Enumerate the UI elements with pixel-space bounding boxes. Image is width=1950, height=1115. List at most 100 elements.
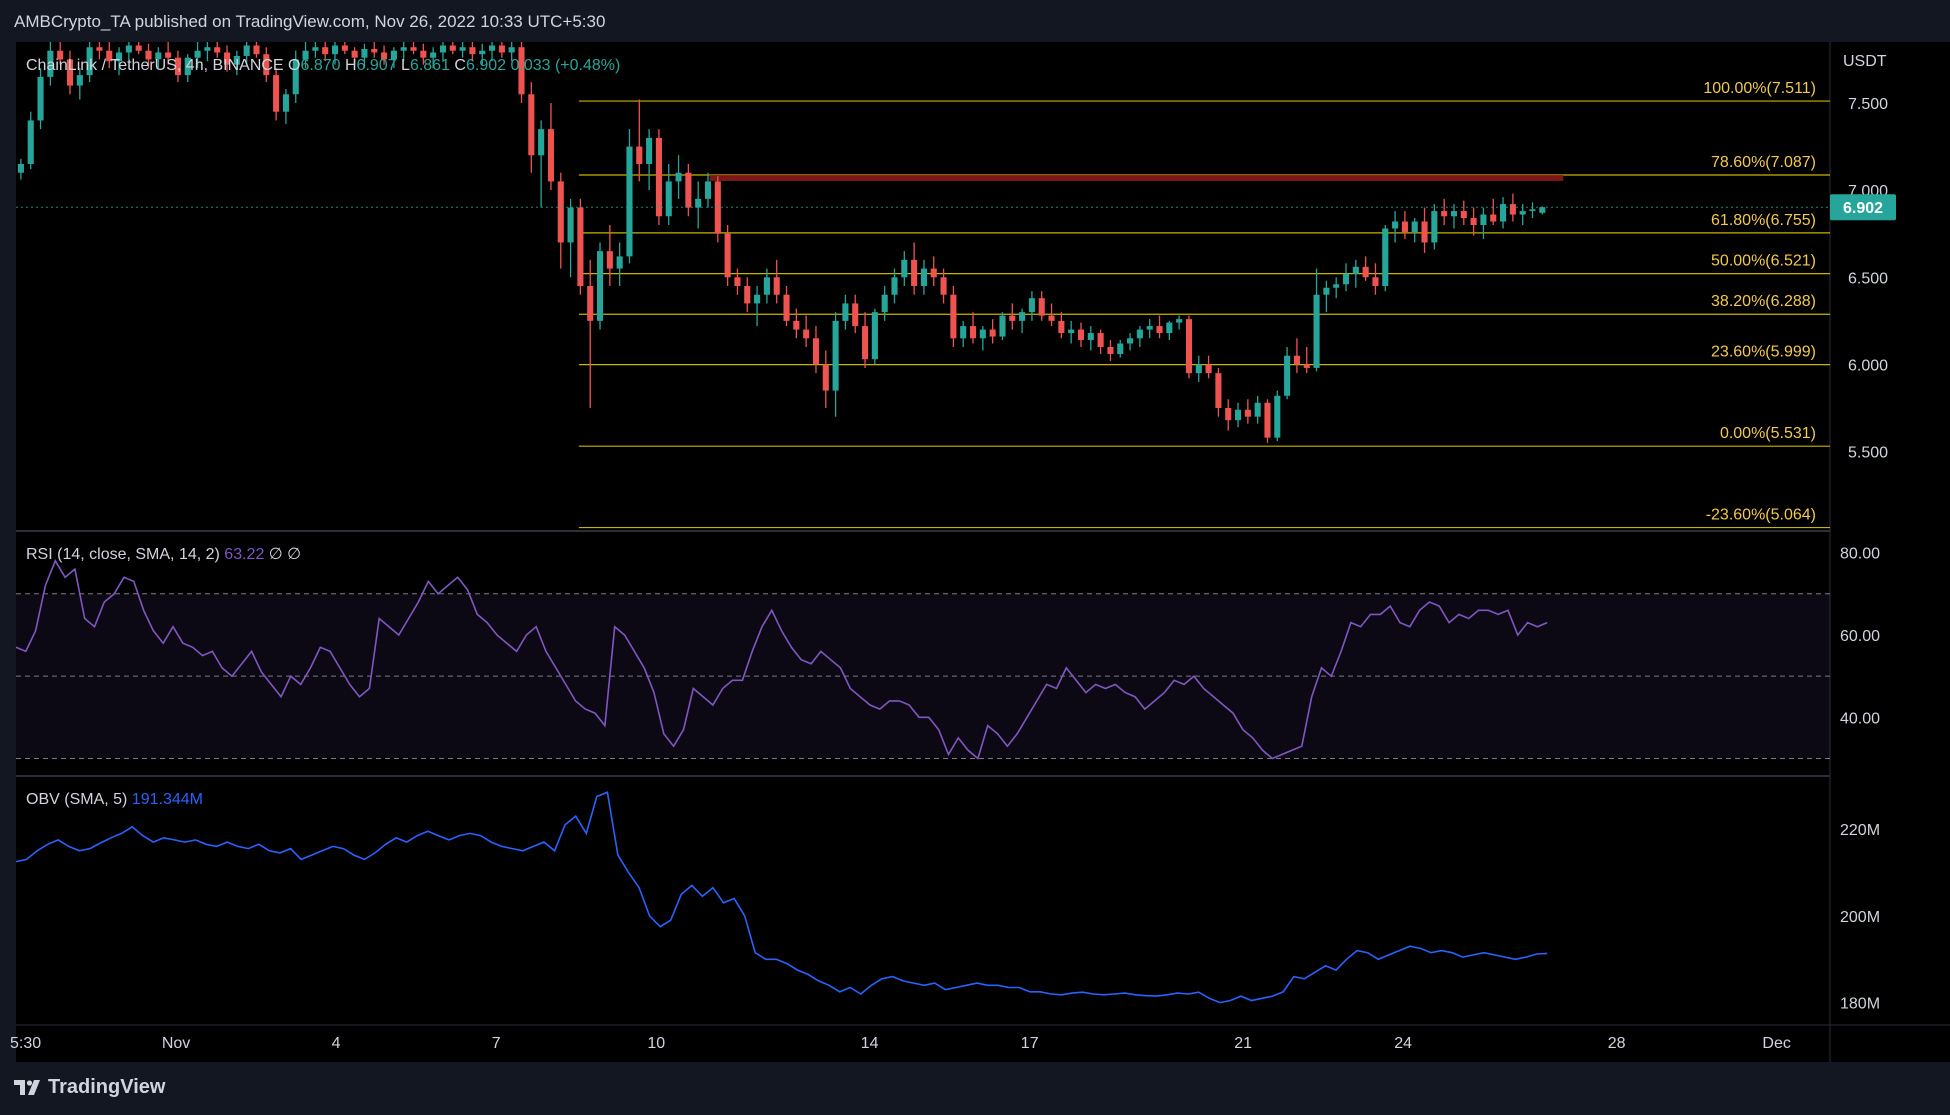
- obv-tick-label: 200M: [1840, 909, 1880, 926]
- candle-body: [881, 294, 888, 313]
- candle-body: [763, 277, 770, 295]
- candle-body: [842, 303, 849, 321]
- candle-body: [1117, 343, 1124, 354]
- candle-body: [793, 320, 800, 330]
- time-tick-label: 7: [492, 1035, 501, 1052]
- candle-body: [57, 50, 64, 60]
- time-tick-label: 4: [332, 1035, 341, 1052]
- fib-level-label: 0.00%(5.531): [1720, 425, 1816, 442]
- candle-body: [1313, 294, 1320, 368]
- candle-body: [969, 326, 977, 339]
- candle-body: [1205, 364, 1212, 374]
- candle-body: [381, 52, 388, 60]
- candle-body: [400, 47, 407, 51]
- candle-body: [1019, 312, 1026, 321]
- candle-body: [1264, 402, 1271, 438]
- candle-body: [184, 57, 191, 76]
- candle-body: [1450, 211, 1458, 217]
- chart-canvas: [16, 42, 1950, 1062]
- published-line: AMBCrypto_TA published on TradingView.co…: [14, 12, 606, 31]
- obv-line: [15, 791, 1548, 1004]
- time-tick-label: 14: [861, 1035, 879, 1052]
- candle-body: [47, 50, 54, 77]
- candle-body: [862, 326, 869, 360]
- candle-body: [1254, 402, 1261, 417]
- price-tick-label: 6.500: [1848, 270, 1888, 287]
- candle-body: [1009, 315, 1016, 321]
- time-tick-label: 10: [647, 1035, 665, 1052]
- candle-body: [606, 251, 613, 269]
- candle-body: [479, 50, 486, 55]
- candle-body: [685, 172, 692, 208]
- candle-body: [410, 47, 417, 51]
- price-tick-label: 6.000: [1848, 357, 1888, 374]
- candle-body: [1136, 329, 1143, 339]
- change-value: 0.033 (+0.48%): [510, 57, 620, 74]
- rsi-extra-label: ∅: [269, 546, 287, 563]
- candle-body: [282, 94, 289, 112]
- publish-header: AMBCrypto_TA published on TradingView.co…: [0, 0, 1950, 42]
- tradingview-logo[interactable]: TradingView: [14, 1076, 165, 1099]
- fib-level-label: 50.00%(6.521): [1711, 253, 1816, 270]
- candle-body: [989, 329, 996, 337]
- candle-body: [223, 52, 231, 65]
- candle-body: [469, 47, 476, 55]
- candle-body: [292, 59, 299, 95]
- last-price-badge: [1830, 194, 1896, 221]
- candle-body: [1156, 326, 1163, 334]
- footer: TradingView: [0, 1062, 1950, 1115]
- candle-body: [1480, 214, 1487, 225]
- candle-body: [1333, 284, 1340, 288]
- candle-body: [145, 50, 152, 60]
- candle-body: [871, 312, 878, 360]
- candle-body: [567, 207, 574, 243]
- candle-body: [528, 94, 535, 156]
- open-key: O: [288, 57, 300, 74]
- price-tick-label: 7.500: [1848, 96, 1888, 113]
- candle-body: [1234, 409, 1242, 421]
- rsi-value: 63.22: [224, 546, 268, 563]
- candle-body: [1460, 211, 1467, 219]
- candle-body: [204, 47, 211, 51]
- candle-body: [66, 59, 74, 86]
- candle-body: [803, 329, 810, 339]
- obv-value: 191.344M: [132, 791, 203, 808]
- resistance-line: [709, 174, 1564, 181]
- candle-body: [734, 277, 741, 286]
- candle-body: [508, 47, 515, 53]
- candle-body: [361, 48, 368, 58]
- candle-body: [135, 45, 142, 51]
- candle-body: [1293, 355, 1300, 365]
- candle-body: [312, 47, 319, 51]
- candle-body: [1107, 347, 1114, 354]
- rsi-line: [15, 558, 1548, 760]
- fib-level-label: 100.00%(7.511): [1703, 80, 1816, 97]
- candle-body: [1097, 333, 1104, 347]
- candle-body: [577, 207, 584, 286]
- candle-body: [439, 45, 447, 53]
- candle-body: [1087, 333, 1094, 341]
- candle-body: [1342, 273, 1350, 285]
- rsi-legend-name: RSI (14, close, SMA, 14, 2): [26, 546, 224, 563]
- candle-body: [420, 50, 427, 58]
- candle-body: [960, 326, 967, 339]
- candle-body: [675, 172, 682, 182]
- candle-body: [547, 129, 554, 182]
- fib-level-label: 78.60%(7.087): [1711, 154, 1816, 171]
- time-tick-label: 24: [1394, 1035, 1412, 1052]
- time-tick-label: 28: [1608, 1035, 1626, 1052]
- candle-body: [390, 50, 397, 60]
- candle-body: [1490, 214, 1497, 222]
- candle-body: [174, 57, 181, 76]
- time-tick-label: 17: [1021, 1035, 1039, 1052]
- candle-body: [911, 259, 918, 286]
- candle-body: [489, 45, 496, 51]
- candle-body: [587, 286, 594, 321]
- time-tick-label: Nov: [162, 1035, 190, 1052]
- candle-body: [920, 268, 927, 286]
- candle-body: [1441, 211, 1448, 217]
- currency-label: USDT: [1843, 53, 1887, 70]
- candle-body: [822, 364, 829, 391]
- candle-body: [1215, 373, 1222, 408]
